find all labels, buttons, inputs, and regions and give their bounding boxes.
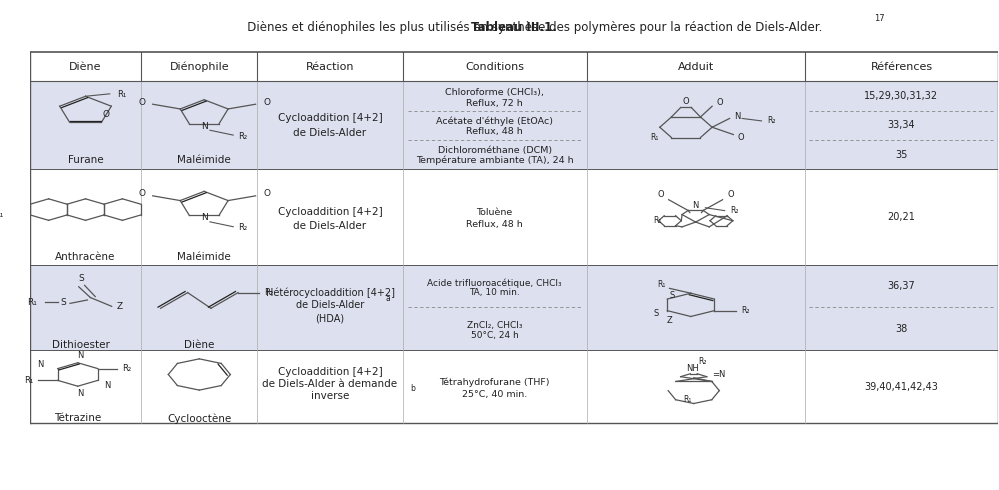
- Text: 20,21: 20,21: [887, 212, 915, 222]
- Text: Conditions: Conditions: [466, 62, 524, 72]
- Text: Acide trifluoroacétique, CHCl₃: Acide trifluoroacétique, CHCl₃: [428, 278, 562, 288]
- Text: Diène: Diène: [69, 62, 102, 72]
- Bar: [30, 350, 998, 423]
- Text: Chloroforme (CHCl₃),: Chloroforme (CHCl₃),: [446, 88, 544, 97]
- Text: Z: Z: [666, 316, 672, 325]
- Text: O: O: [138, 98, 145, 107]
- Text: Diènes et diénophiles les plus utilisés en synthèse des polymères pour la réacti: Diènes et diénophiles les plus utilisés …: [206, 21, 822, 34]
- Text: Références: Références: [870, 62, 932, 72]
- Text: N: N: [105, 381, 111, 390]
- Text: de Diels-Alder: de Diels-Alder: [294, 127, 367, 138]
- Text: O: O: [682, 97, 689, 106]
- Text: O: O: [657, 190, 664, 199]
- Text: R₂: R₂: [123, 364, 132, 373]
- Text: 39,40,41,42,43: 39,40,41,42,43: [864, 382, 938, 392]
- Text: 17: 17: [874, 14, 885, 23]
- Text: 15,29,30,31,32: 15,29,30,31,32: [864, 91, 938, 101]
- Text: Furane: Furane: [68, 155, 103, 166]
- Text: O: O: [263, 98, 270, 107]
- Text: S: S: [60, 298, 66, 307]
- Text: 25°C, 40 min.: 25°C, 40 min.: [463, 390, 527, 398]
- Text: R₂: R₂: [697, 357, 706, 366]
- Text: O: O: [738, 133, 744, 143]
- Text: Tétrazine: Tétrazine: [54, 414, 101, 423]
- Text: R₂: R₂: [239, 132, 248, 141]
- Text: Dichlorométhane (DCM): Dichlorométhane (DCM): [438, 146, 551, 155]
- Text: R₂: R₂: [741, 306, 749, 315]
- Text: Cycloaddition [4+2]: Cycloaddition [4+2]: [278, 113, 383, 123]
- Text: Anthracène: Anthracène: [55, 252, 116, 262]
- Text: O: O: [263, 190, 270, 198]
- Text: 35: 35: [895, 149, 908, 160]
- Text: R₂: R₂: [265, 288, 274, 297]
- Text: 33,34: 33,34: [888, 120, 915, 130]
- Text: R₁: R₁: [24, 376, 33, 385]
- Text: de Diels-Alder à demande: de Diels-Alder à demande: [263, 379, 398, 389]
- Text: inverse: inverse: [311, 392, 350, 401]
- Text: N: N: [734, 112, 740, 121]
- Text: Tableau III.1.: Tableau III.1.: [472, 21, 557, 34]
- Text: R₂: R₂: [730, 206, 738, 215]
- Text: de Diels-Alder: de Diels-Alder: [294, 220, 367, 231]
- Text: R₁: R₁: [117, 90, 126, 99]
- Text: Acétate d'éthyle (EtOAc): Acétate d'éthyle (EtOAc): [437, 117, 553, 126]
- Text: N: N: [37, 360, 43, 369]
- Text: Diène: Diène: [184, 340, 215, 350]
- Text: a: a: [386, 294, 390, 303]
- Text: Hétérocycloaddition [4+2]: Hétérocycloaddition [4+2]: [266, 288, 395, 298]
- Text: Adduit: Adduit: [677, 62, 713, 72]
- Text: R₁: R₁: [683, 395, 691, 404]
- Text: 38: 38: [895, 324, 907, 334]
- Text: N: N: [201, 214, 208, 222]
- Text: R₁: R₁: [653, 216, 662, 225]
- Text: NH: NH: [686, 365, 698, 373]
- Bar: [30, 52, 998, 81]
- Text: Température ambiante (TA), 24 h: Température ambiante (TA), 24 h: [416, 156, 573, 165]
- Text: N: N: [201, 122, 208, 131]
- Text: N: N: [692, 201, 699, 210]
- Text: Cycloaddition [4+2]: Cycloaddition [4+2]: [278, 207, 383, 217]
- Text: R₂: R₂: [767, 117, 775, 125]
- Text: O: O: [727, 190, 733, 199]
- Text: R₁: R₁: [657, 280, 666, 289]
- Text: 50°C, 24 h: 50°C, 24 h: [471, 331, 518, 340]
- Text: =N: =N: [711, 370, 725, 379]
- Text: R₁: R₁: [0, 210, 4, 220]
- Text: Cyclooctène: Cyclooctène: [167, 413, 232, 424]
- Text: de Diels-Alder: de Diels-Alder: [296, 300, 365, 310]
- Text: Diénophile: Diénophile: [170, 61, 229, 72]
- Text: (HDA): (HDA): [316, 313, 345, 323]
- Text: Dithioester: Dithioester: [52, 340, 110, 350]
- Text: Réaction: Réaction: [306, 62, 355, 72]
- Text: S: S: [653, 309, 658, 318]
- Text: Maléimide: Maléimide: [177, 252, 231, 262]
- Text: 36,37: 36,37: [887, 281, 915, 291]
- Text: Reflux, 48 h: Reflux, 48 h: [467, 126, 523, 136]
- Text: Cycloaddition [4+2]: Cycloaddition [4+2]: [278, 367, 383, 377]
- Text: S: S: [79, 274, 85, 283]
- Text: R₁: R₁: [649, 133, 658, 142]
- Text: N: N: [78, 351, 84, 361]
- Text: N: N: [78, 389, 84, 398]
- Text: TA, 10 min.: TA, 10 min.: [470, 288, 520, 297]
- Text: Toluène: Toluène: [477, 208, 512, 217]
- Bar: [30, 169, 998, 265]
- Text: ZnCl₂, CHCl₃: ZnCl₂, CHCl₃: [467, 321, 522, 330]
- Text: R₂: R₂: [239, 223, 248, 232]
- Text: Z: Z: [116, 302, 123, 311]
- Text: Tétrahydrofurane (THF): Tétrahydrofurane (THF): [440, 377, 549, 387]
- Text: Reflux, 72 h: Reflux, 72 h: [467, 99, 523, 108]
- Text: O: O: [103, 110, 110, 119]
- Bar: [30, 265, 998, 350]
- Text: O: O: [138, 190, 145, 198]
- Text: O: O: [716, 98, 723, 107]
- Text: Reflux, 48 h: Reflux, 48 h: [467, 220, 523, 229]
- Bar: [30, 81, 998, 169]
- Text: Maléimide: Maléimide: [177, 155, 231, 166]
- Text: R₁: R₁: [27, 298, 37, 307]
- Text: b: b: [411, 384, 416, 392]
- Text: S: S: [669, 291, 674, 299]
